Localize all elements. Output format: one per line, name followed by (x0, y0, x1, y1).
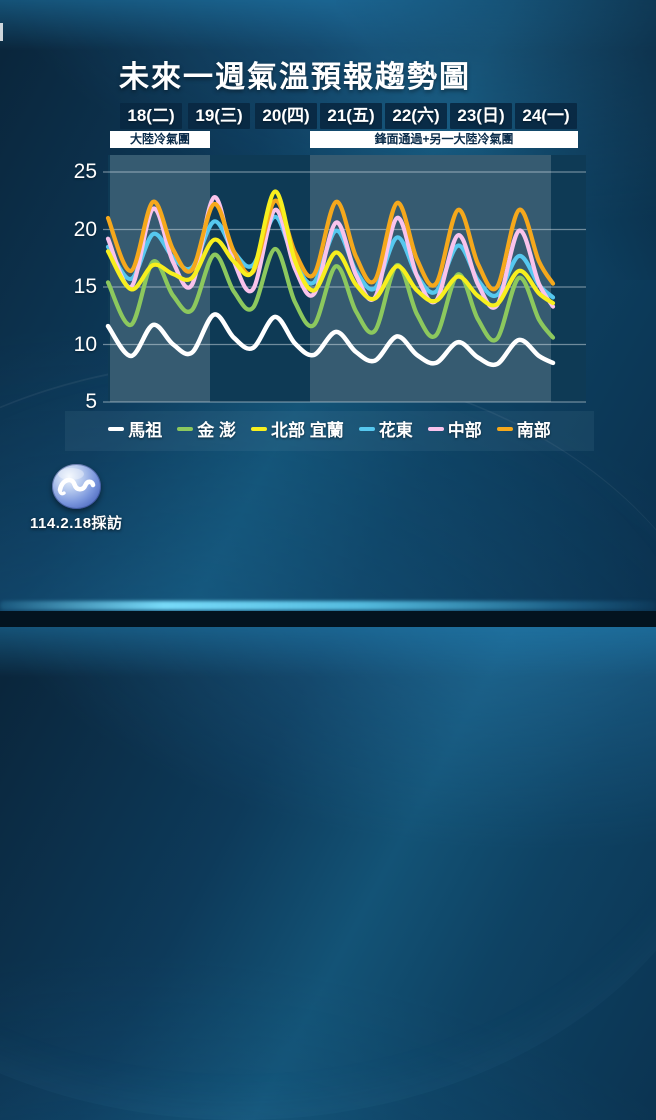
temperature-trend-chart (103, 155, 586, 403)
bottom-glow-streak (0, 601, 656, 610)
legend-label-5: 中部 (447, 421, 482, 440)
weather-system-banner-1: 大陸冷氣團 (110, 131, 210, 148)
legend-swatch-3 (251, 426, 267, 431)
legend-swatch-6 (496, 426, 513, 431)
y-axis-label-25: 25 (73, 160, 97, 183)
footer-band (0, 611, 656, 627)
weather-forecast-infographic: { "page": { "title": "未來一週氣溫預報趨勢圖", "wat… (0, 0, 656, 627)
legend-swatch-1 (108, 426, 125, 431)
temperature-line-3 (105, 189, 556, 308)
temperature-line-1 (105, 312, 556, 368)
day-label-4: 21(五) (320, 103, 382, 129)
logo-swirl-icon (57, 468, 96, 496)
weather-system-banner-2: 鋒面通過+另一大陸冷氣團 (310, 131, 578, 148)
cwa-logo (52, 464, 101, 509)
y-axis-label-5: 5 (85, 390, 97, 413)
legend-item-1: 馬祖 (108, 416, 162, 441)
day-label-3: 20(四) (255, 103, 317, 129)
day-label-5: 22(六) (385, 103, 447, 129)
legend-label-1: 馬祖 (128, 421, 163, 440)
watermark-date: 114.2.18採訪 (30, 515, 123, 532)
day-label-1: 18(二) (120, 103, 182, 129)
day-label-7: 24(一) (515, 103, 577, 129)
legend-swatch-4 (358, 426, 375, 431)
y-axis-label-10: 10 (73, 332, 97, 356)
edge-tick-decoration (0, 23, 3, 41)
day-label-6: 23(日) (450, 103, 512, 129)
day-label-2: 19(三) (188, 103, 250, 129)
legend-item-5: 中部 (427, 416, 482, 441)
temperature-line-2 (105, 246, 556, 343)
legend-item-6: 南部 (496, 416, 551, 441)
temperature-line-6 (105, 198, 556, 292)
temperature-line-5 (105, 195, 556, 310)
legend-item-2: 金 澎 (177, 416, 236, 441)
y-axis-label-15: 15 (73, 275, 97, 298)
legend-label-2: 金 澎 (197, 421, 236, 440)
y-axis-label-20: 20 (73, 217, 97, 241)
legend-label-6: 南部 (516, 421, 551, 440)
legend-item-4: 花東 (358, 416, 413, 441)
legend-swatch-5 (427, 426, 444, 431)
legend-panel-background (65, 411, 594, 451)
legend-swatch-2 (177, 426, 194, 431)
legend-label-3: 北部 宜蘭 (271, 421, 344, 440)
legend-item-3: 北部 宜蘭 (251, 416, 344, 441)
legend-label-4: 花東 (378, 421, 413, 440)
chart-legend: 馬祖 金 澎 北部 宜蘭 花東 中部 南部 (65, 416, 594, 441)
chart-title: 未來一週氣溫預報趨勢圖 (119, 61, 471, 94)
